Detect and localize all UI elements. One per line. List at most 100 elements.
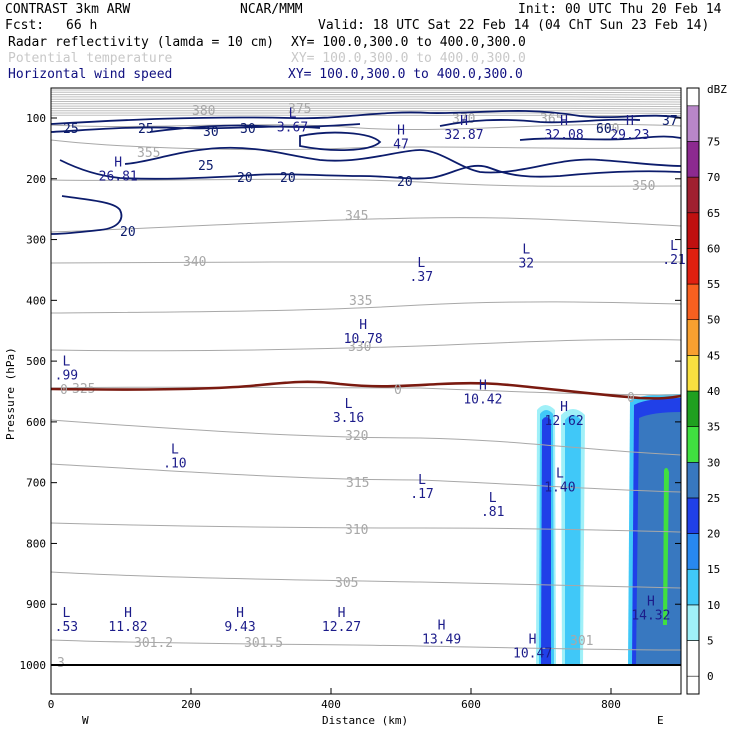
wind-label-25-a: 25: [63, 122, 79, 137]
extremum-value: 10.47: [513, 647, 552, 662]
wind-core-right-2: [519, 135, 682, 141]
colorbar-swatch: [686, 568, 700, 606]
high-marker: H: [529, 633, 537, 648]
colorbar-swatch: [686, 319, 700, 356]
high-marker: H: [560, 400, 568, 415]
wind-label-20-c: 20: [397, 175, 413, 190]
extremum-value: .81: [481, 505, 504, 520]
colorbar-label: 5: [707, 635, 714, 648]
extremum-value: 12.27: [322, 620, 361, 635]
upper-theta-line: [50, 100, 682, 103]
wind-label-25-c: 25: [198, 159, 214, 174]
upper-theta-lines: [50, 89, 682, 117]
y-tick-label: 700: [26, 477, 46, 490]
x-axis-title: Distance (km): [322, 714, 408, 727]
colorbar-label: 65: [707, 207, 720, 220]
extremum-value: .21: [662, 253, 685, 268]
low-marker: L: [62, 354, 70, 369]
theta-label-380: 380: [192, 104, 215, 119]
theta-label-315: 315: [346, 476, 369, 491]
plot-area: 380 375 370 365 360 355 350 345 340 335 …: [50, 87, 686, 695]
x-tick-label: 0: [48, 698, 55, 711]
low-marker: L: [418, 473, 426, 488]
extremum-value: 12.62: [545, 414, 584, 429]
theta-line-320: [50, 419, 682, 456]
colorbar-swatch: [686, 105, 700, 142]
freezing-level-label-mid: 0: [394, 383, 402, 398]
low-marker: L: [556, 467, 564, 482]
y-tick-label: 1000: [20, 659, 47, 672]
colorbar-label: 0: [707, 670, 714, 683]
theta-labels: 380 375 370 365 360 355 350 345 340 335 …: [57, 102, 655, 671]
theta-line-340: [50, 261, 681, 264]
wind-label-30-b: 30: [240, 122, 256, 137]
y-axis-title: Pressure (hPa): [4, 347, 17, 440]
high-marker: H: [124, 606, 132, 621]
wind-label-25-b: 25: [138, 122, 154, 137]
extremum-value: 3.16: [333, 411, 364, 426]
colorbar-swatch: [686, 390, 700, 427]
theta-label-365: 365: [540, 112, 563, 127]
theta-line-315: [50, 463, 682, 493]
high-marker: H: [438, 619, 446, 634]
high-marker: H: [626, 114, 634, 129]
upper-theta-line: [50, 107, 682, 110]
theta-label-301: 301: [570, 634, 593, 649]
upper-theta-line: [50, 110, 682, 112]
wind-jet-25-mid: [124, 146, 682, 174]
forecast-hours: 66 h: [66, 18, 97, 33]
upper-theta-line: [50, 91, 682, 94]
freezing-level-line: [50, 380, 682, 400]
colorbar-label: 55: [707, 278, 720, 291]
y-tick-label: 200: [26, 173, 46, 186]
extremum-value: .10: [163, 456, 186, 471]
colorbar-swatch: [686, 141, 700, 178]
wind-jet-inner-loop: [299, 131, 382, 151]
extremum-value: .37: [410, 270, 433, 285]
theta-label-345: 345: [345, 209, 368, 224]
colorbar-label: 15: [707, 563, 720, 576]
theta-label-360: 360: [596, 122, 619, 137]
y-tick-label: 600: [26, 416, 46, 429]
wind-jet-upper-band: [50, 110, 682, 125]
pressure-extrema-markers: L3.67 H47H32.87H32.08H29.23H26.81L.37L32L…: [55, 106, 686, 661]
field-reflectivity-xy: XY= 100.0,300.0 to 400.0,300.0: [291, 35, 526, 50]
organization: NCAR/MMM: [240, 2, 303, 17]
colorbar-swatch: [686, 640, 700, 677]
wind-label-20-a: 20: [237, 171, 253, 186]
theta-label-305: 305: [335, 576, 358, 591]
theta-line-350: [50, 178, 682, 187]
y-tick-label: 900: [26, 598, 46, 611]
colorbar-label: 40: [707, 385, 720, 398]
freezing-level-label-left: 0: [60, 383, 68, 398]
theta-label-330: 330: [348, 340, 371, 355]
init-time: Init: 00 UTC Thu 20 Feb 14: [518, 2, 722, 17]
low-marker: L: [171, 442, 179, 457]
high-marker: H: [460, 114, 468, 129]
x-tick-label: 800: [601, 698, 621, 711]
colorbar-swatch: [686, 604, 700, 641]
colorbar-label: 25: [707, 492, 720, 505]
forecast-label: Fcst:: [5, 18, 44, 33]
extremum-value: 29.23: [610, 128, 649, 143]
colorbar-label: 10: [707, 599, 720, 612]
theta-line-360: [50, 123, 682, 131]
low-marker: L: [670, 239, 678, 254]
field-theta-xy: XY= 100.0,300.0 to 400.0,300.0: [291, 51, 526, 66]
upper-theta-line: [50, 94, 682, 96]
colorbar-label: 30: [707, 456, 720, 469]
extremum-value: 9.43: [224, 620, 255, 635]
field-wind-name: Horizontal wind speed: [8, 67, 172, 82]
wind-jet-30: [149, 123, 361, 133]
freezing-level-label-right: 0: [627, 391, 635, 406]
wind-label-20-b: 20: [280, 171, 296, 186]
colorbar-swatch: [686, 212, 700, 249]
low-marker: L: [489, 491, 497, 506]
wind-labels: 25 25 30 30 25 20 20 20 20 37 60: [63, 114, 678, 240]
theta-label-335: 335: [349, 294, 372, 309]
extremum-value: .17: [410, 487, 433, 502]
model-name: CONTRAST 3km ARW: [5, 2, 130, 17]
colorbar-label: 75: [707, 135, 720, 148]
